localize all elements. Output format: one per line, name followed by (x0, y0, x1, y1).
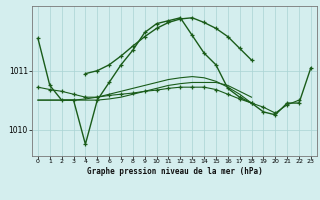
X-axis label: Graphe pression niveau de la mer (hPa): Graphe pression niveau de la mer (hPa) (86, 167, 262, 176)
